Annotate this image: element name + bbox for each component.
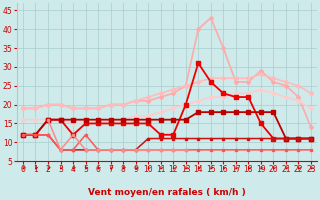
X-axis label: Vent moyen/en rafales ( km/h ): Vent moyen/en rafales ( km/h ) xyxy=(88,188,246,197)
